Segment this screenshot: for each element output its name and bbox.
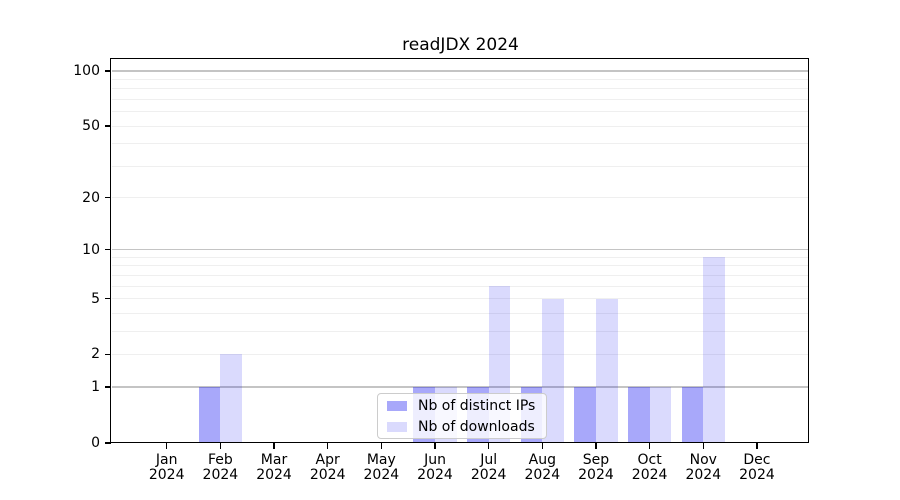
legend-item-distinct-ips: Nb of distinct IPs [387, 398, 537, 414]
x-axis-tick [380, 443, 382, 449]
bar-distinct-ips-feb [198, 387, 221, 443]
minor-gridline [112, 197, 809, 199]
y-axis-tick-label: 20 [82, 189, 100, 206]
x-axis-tick [702, 443, 704, 449]
x-axis-tick-label: Dec 2024 [739, 452, 775, 483]
y-axis-tick-label: 100 [73, 62, 100, 79]
minor-gridline [112, 353, 809, 355]
minor-gridline [112, 98, 809, 100]
x-axis-tick [166, 443, 168, 449]
y-axis-tick [105, 70, 111, 72]
legend-swatch-distinct-ips-icon [387, 400, 407, 411]
x-axis-tick-label: Jul 2024 [470, 452, 507, 483]
y-axis-tick [105, 249, 111, 251]
x-axis-tick [756, 443, 758, 449]
minor-gridline [112, 285, 809, 287]
chart-title: readJDX 2024 [402, 35, 519, 55]
x-axis-tick-label: Aug 2024 [524, 452, 561, 483]
minor-gridline [112, 88, 809, 90]
minor-gridline [112, 78, 809, 80]
minor-gridline [112, 330, 809, 332]
x-axis-tick [219, 443, 221, 449]
y-axis-tick [105, 125, 111, 127]
y-axis-tick-label: 0 [91, 435, 100, 451]
y-axis-tick-label: 2 [91, 346, 100, 363]
major-gridline [112, 386, 809, 388]
x-axis-tick-label: Apr 2024 [309, 452, 346, 483]
major-gridline [112, 248, 809, 251]
major-gridline [112, 70, 809, 72]
y-axis-tick [105, 353, 111, 356]
minor-gridline [112, 274, 809, 276]
x-axis-tick [273, 443, 275, 449]
bar-distinct-ips-oct [627, 387, 650, 443]
legend-item-downloads: Nb of downloads [387, 419, 537, 435]
x-axis-tick [595, 443, 597, 449]
x-axis-tick [648, 443, 651, 449]
x-axis-tick-label: Nov 2024 [685, 452, 722, 483]
bar-distinct-ips-nov [681, 387, 704, 443]
bar-downloads-nov [703, 257, 726, 443]
x-axis-tick [488, 443, 490, 449]
x-axis-tick-label: May 2024 [363, 452, 400, 483]
y-axis-tick-label: 5 [91, 290, 100, 307]
bar-downloads-aug [542, 298, 565, 443]
minor-gridline [112, 111, 809, 113]
bar-distinct-ips-sep [574, 387, 596, 443]
minor-gridline [112, 143, 809, 145]
y-axis-tick-label: 10 [82, 241, 100, 258]
x-axis-tick-label: Oct 2024 [631, 452, 668, 483]
x-axis-tick [541, 443, 543, 449]
minor-gridline [112, 256, 809, 258]
x-axis-tick [327, 443, 329, 449]
minor-gridline [112, 125, 809, 127]
y-axis-tick [105, 196, 111, 199]
x-axis-tick-label: Jan 2024 [148, 452, 185, 483]
legend: Nb of distinct IPs Nb of downloads [377, 393, 547, 439]
x-axis-tick [434, 443, 436, 449]
x-axis-tick-label: Sep 2024 [578, 452, 614, 483]
y-axis-tick [105, 386, 111, 388]
legend-label-downloads: Nb of downloads [418, 418, 535, 435]
legend-swatch-downloads-icon [387, 421, 407, 432]
y-axis-tick-label: 1 [91, 379, 100, 396]
minor-gridline [112, 298, 809, 300]
bar-downloads-sep [595, 298, 618, 443]
minor-gridline [112, 265, 809, 267]
x-axis-tick-label: Jun 2024 [417, 452, 453, 483]
y-axis-tick [105, 297, 111, 300]
x-axis-tick-label: Mar 2024 [256, 452, 292, 483]
legend-label-distinct-ips: Nb of distinct IPs [418, 397, 536, 414]
bar-downloads-oct [649, 387, 672, 443]
minor-gridline [112, 165, 809, 167]
bar-downloads-feb [220, 354, 243, 443]
x-axis-tick-label: Feb 2024 [202, 452, 239, 483]
y-axis-tick-label: 50 [82, 118, 100, 135]
y-axis-tick [105, 442, 111, 444]
minor-gridline [112, 312, 809, 314]
